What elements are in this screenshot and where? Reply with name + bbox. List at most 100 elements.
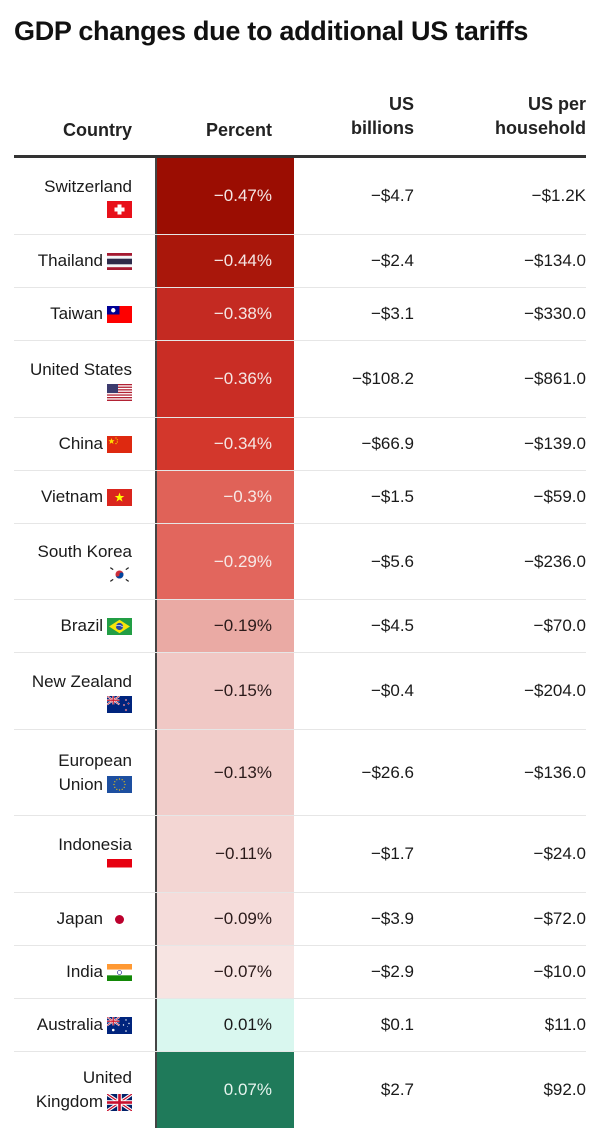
cell-us-billions: −$2.9 [370,962,414,981]
country-name: Japan [56,909,103,928]
cell-us-per-household: −$134.0 [524,251,586,270]
cell-country-switzerland: Switzerland [14,158,132,234]
country-name: Vietnam [40,487,103,506]
country-name: Brazil [60,616,103,635]
table-row: United Kingdom 0.07% $2.7 $92.0 [14,1052,586,1128]
switzerland-flag-icon [107,200,132,218]
vietnam-flag-icon [107,488,132,506]
column-header-us-billions: US billions [300,92,414,140]
country-name-line1: European [58,750,132,770]
cell-us-billions: −$3.1 [370,304,414,323]
cell-us-billions: −$0.4 [370,681,414,700]
table-row: Switzerland −0.47% −$4.7 −$1.2K [14,158,586,235]
flag-wrap [103,566,132,583]
cell-percent: −0.38% [155,288,294,340]
country-name-line2-wrap: Union [59,773,132,797]
country-name-line2: Union [58,774,103,794]
country-name: Indonesia [58,834,132,854]
cell-us-billions: −$3.9 [370,909,414,928]
cell-country-thailand: Thailand [14,235,132,287]
column-header-household-line2: household [495,118,586,138]
india-flag-icon [107,963,132,981]
cell-us-billions: −$4.7 [370,186,414,205]
cell-us-per-household: $11.0 [544,1015,586,1034]
cell-us-per-household: −$24.0 [533,844,586,863]
flag-wrap [103,200,132,218]
data-table: Switzerland −0.47% −$4.7 −$1.2K Thailand… [14,158,586,1128]
cell-us-per-household: −$70.0 [533,616,586,635]
flag-wrap [103,695,132,713]
cell-percent: −0.09% [155,893,294,945]
cell-percent: −0.07% [155,946,294,998]
taiwan-flag-icon [107,305,132,323]
cell-percent: −0.47% [155,158,294,234]
table-row: South Korea −0.29% −$5.6 −$236.0 [14,524,586,600]
table-row: Indonesia −0.11% −$1.7 −$24.0 [14,816,586,893]
country-name-line2: Kingdom [35,1092,103,1111]
column-header-us-per-household: US per household [430,92,586,140]
cell-country-united-states: United States [14,341,132,417]
new-zealand-flag-icon [107,695,132,713]
cell-us-per-household: −$10.0 [533,962,586,981]
column-header-percent: Percent [205,120,272,140]
cell-us-per-household: −$72.0 [533,909,586,928]
table-row: Taiwan −0.38% −$3.1 −$330.0 [14,288,586,341]
country-name-wrap: Australia [37,1013,132,1037]
cell-percent: −0.15% [155,653,294,729]
cell-us-billions: −$4.5 [370,616,414,635]
flag-wrap [103,383,132,401]
country-name: Australia [36,1015,103,1034]
cell-percent: −0.3% [155,471,294,523]
flag-wrap [103,858,132,876]
cell-us-per-household: −$236.0 [524,551,586,571]
country-name-wrap: Brazil [60,614,132,638]
cell-country-united-kingdom: United Kingdom [14,1052,132,1128]
cell-us-per-household: −$139.0 [524,434,586,453]
cell-us-billions: −$2.4 [370,251,414,270]
country-name: Thailand [37,251,103,270]
table-row: China −0.34% −$66.9 −$139.0 [14,418,586,471]
country-name: China [58,434,103,453]
cell-us-billions: −$108.2 [352,369,414,388]
australia-flag-icon [107,1016,132,1034]
cell-country-india: India [14,946,132,998]
cell-us-billions: −$26.6 [361,762,414,782]
country-name-wrap: Thailand [38,249,132,273]
cell-us-billions: $0.1 [380,1015,414,1034]
cell-us-per-household: −$136.0 [524,762,586,782]
thailand-flag-icon [107,252,132,270]
cell-country-new-zealand: New Zealand [14,653,132,729]
country-name-wrap: Taiwan [50,302,132,326]
country-name-wrap: China [59,432,132,456]
cell-us-per-household: −$204.0 [524,681,586,700]
cell-percent: −0.13% [155,730,294,815]
uk-flag-icon [107,1093,132,1111]
cell-percent: −0.36% [155,341,294,417]
cell-percent: −0.19% [155,600,294,652]
south-korea-flag-icon [107,566,132,583]
country-name: United States [29,359,132,379]
cell-us-per-household: −$1.2K [531,186,586,205]
table-row: European Union −0.13% −$26.6 −$136.0 [14,730,586,816]
chart-title: GDP changes due to additional US tariffs [14,16,529,46]
table-row: Australia 0.01% $0.1 $11.0 [14,999,586,1052]
cell-country-australia: Australia [14,999,132,1051]
header-divider [14,155,586,158]
cell-percent: −0.44% [155,235,294,287]
table-row: Japan −0.09% −$3.9 −$72.0 [14,893,586,946]
country-name: New Zealand [31,671,132,691]
cell-us-per-household: $92.0 [543,1080,586,1099]
table-row: Brazil −0.19% −$4.5 −$70.0 [14,600,586,653]
japan-flag-icon [107,910,132,928]
cell-country-indonesia: Indonesia [14,816,132,892]
column-header-us-billions-line2: billions [351,118,414,138]
cell-us-billions: −$5.6 [370,551,414,571]
cell-percent: −0.29% [155,524,294,599]
cell-country-japan: Japan [14,893,132,945]
table-row: Thailand −0.44% −$2.4 −$134.0 [14,235,586,288]
cell-country-european-union: European Union [14,730,132,815]
cell-percent: −0.34% [155,418,294,470]
indonesia-flag-icon [107,858,132,876]
cell-country-china: China [14,418,132,470]
cell-country-vietnam: Vietnam [14,471,132,523]
